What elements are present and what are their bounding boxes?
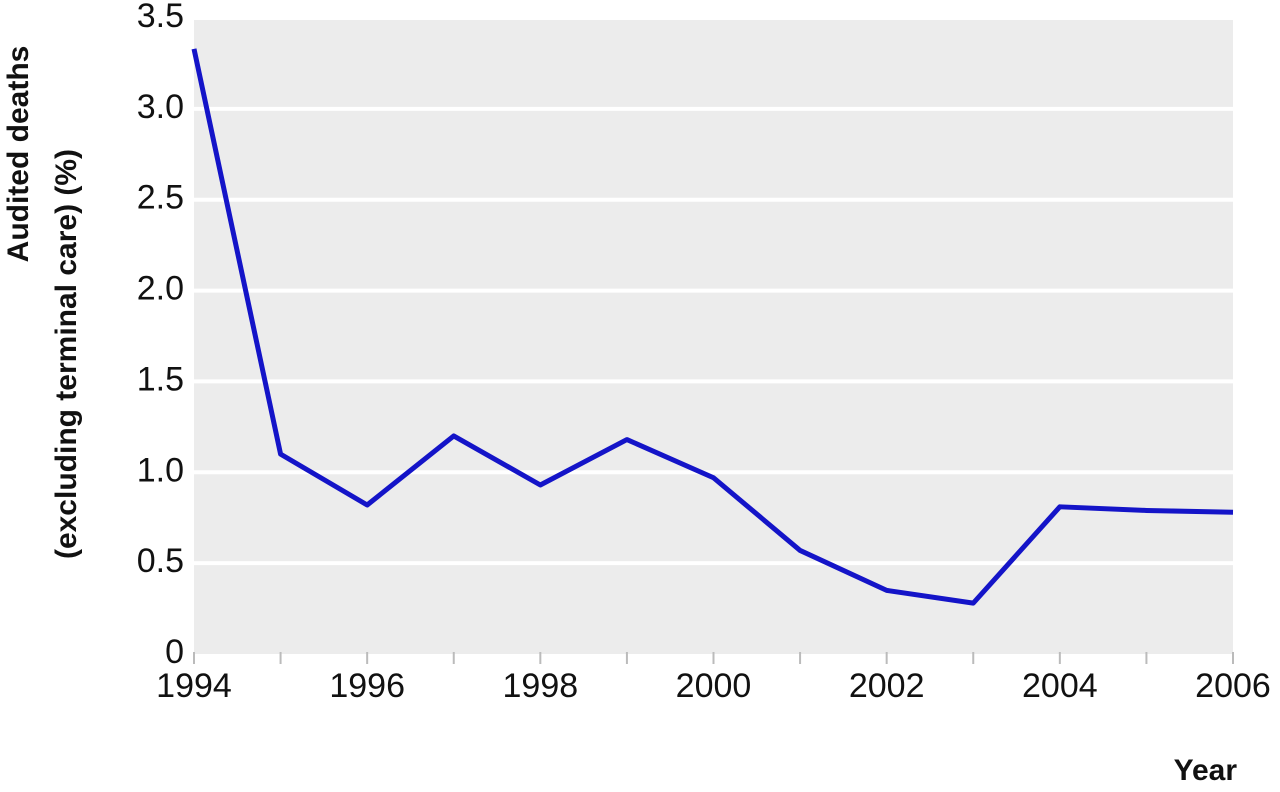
y-tick-label: 3.5 — [137, 0, 184, 35]
y-tick-label: 3.0 — [137, 88, 184, 126]
y-tick-label: 1.0 — [137, 451, 184, 489]
y-tick-label: 0.5 — [137, 542, 184, 580]
plot-background — [194, 18, 1233, 654]
y-tick-label: 0 — [165, 633, 184, 671]
y-tick-label: 1.5 — [137, 360, 184, 398]
x-tick-label: 2006 — [1195, 667, 1271, 705]
data-line — [191, 48, 1234, 606]
y-axis-label-line: (excluding terminal care) (%) — [50, 149, 83, 559]
x-tick-label: 2000 — [676, 667, 752, 705]
y-axis-label: Audited deaths (excluding terminal care)… — [2, 46, 83, 559]
x-tick-label: 1994 — [156, 667, 232, 705]
y-tick-label: 2.0 — [137, 270, 184, 308]
x-tick-label: 2004 — [1022, 667, 1098, 705]
y-axis-label-line: Audited deaths — [2, 46, 35, 263]
x-tick-label: 2002 — [849, 667, 925, 705]
x-tick-label: 1998 — [503, 667, 579, 705]
x-axis-label: Year — [1174, 754, 1238, 787]
y-tick-label: 2.5 — [137, 179, 184, 217]
x-tick-label: 1996 — [329, 667, 405, 705]
